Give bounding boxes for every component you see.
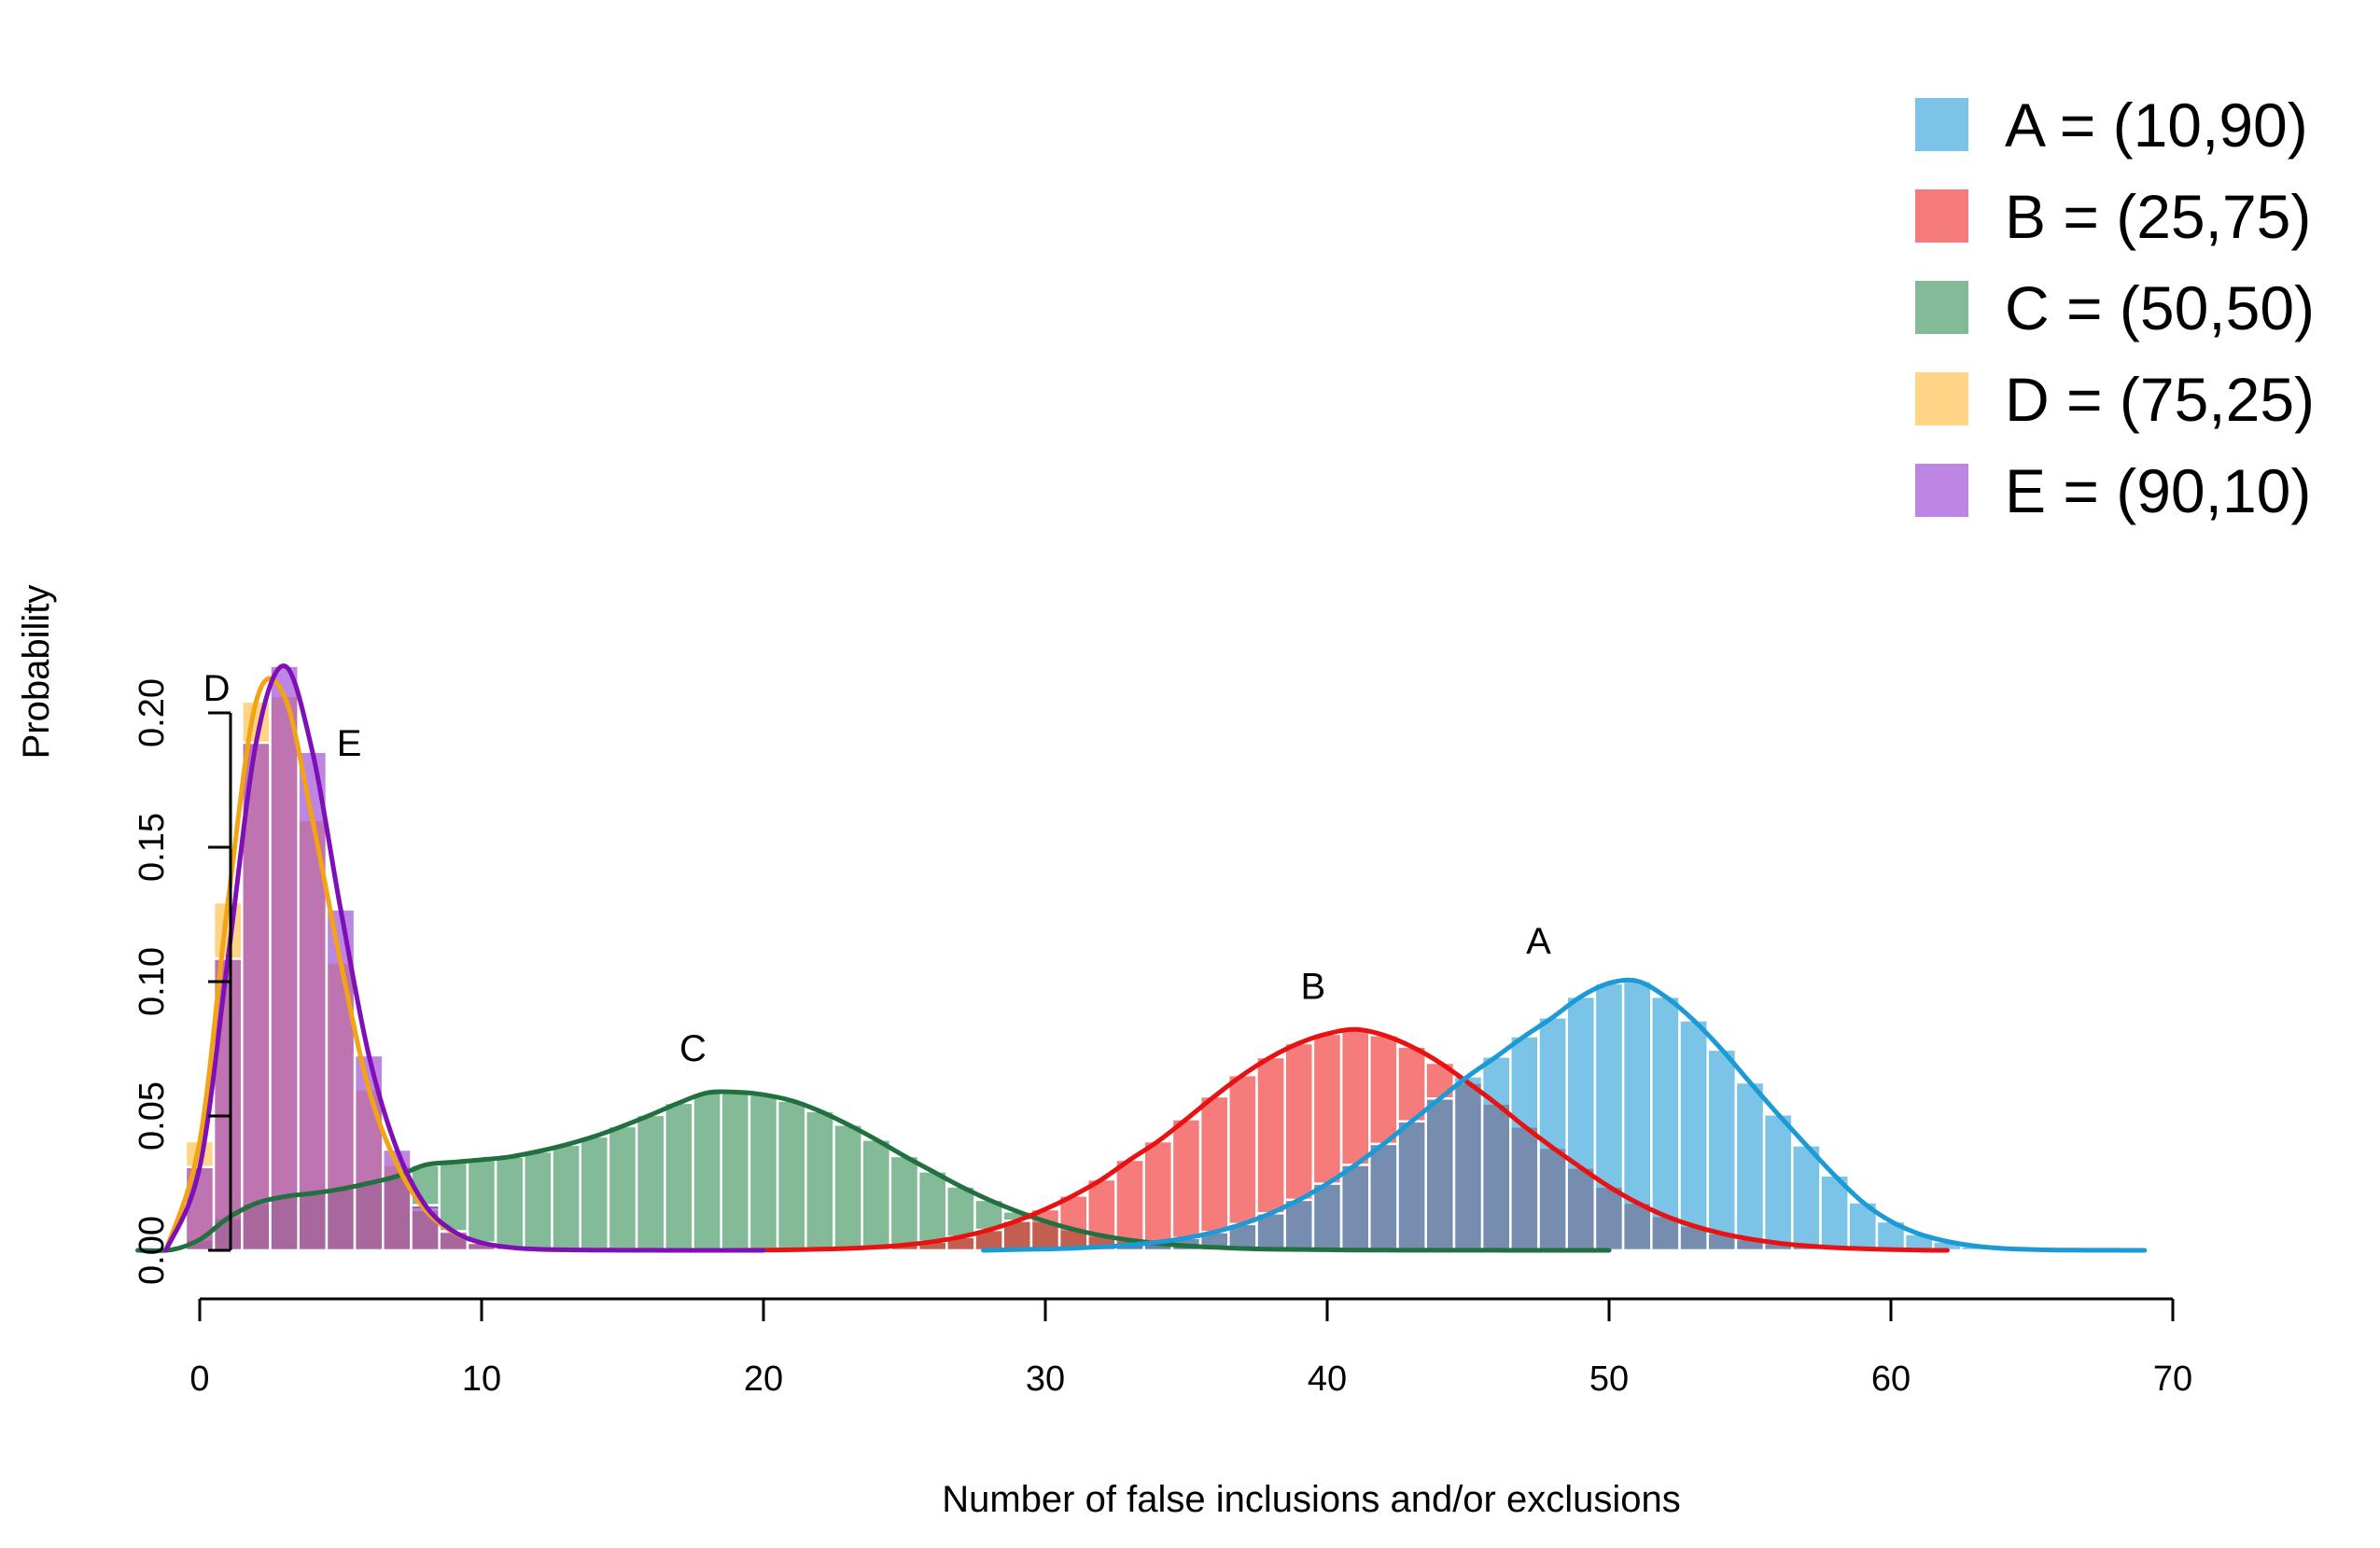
legend: A = (10,90) B = (25,75) C = (50,50) D = (75… [1915,91,2315,525]
bar-b-31 [1057,1193,1089,1252]
bar-a-41 [1339,1164,1371,1252]
series-e-density-line [163,663,766,1253]
y-tick-label-1: 0.05 [133,1081,172,1151]
legend-swatch-a [1915,98,1968,151]
peak-labels: A B C D E [203,668,1551,1069]
legend-swatch-d [1915,372,1968,425]
bar-c-16 [635,1113,666,1252]
bar-c-18 [692,1091,722,1252]
series-b-density-line [727,1026,1950,1253]
x-tick-label-60: 60 [1871,1360,1911,1399]
bar-a-42 [1368,1142,1399,1252]
series-e-bars [184,664,553,1252]
bar-b-34 [1142,1139,1174,1252]
bar-a-39 [1283,1198,1315,1252]
legend-label-d: D = (75,25) [2005,365,2315,434]
x-tick-label-30: 30 [1026,1360,1065,1399]
y-tick-label-4: 0.20 [133,678,172,747]
bar-c-10 [466,1158,497,1252]
bar-c-22 [805,1109,835,1252]
bar-c-17 [664,1101,694,1252]
bar-a-54 [1706,1048,1738,1252]
y-tick-label-3: 0.15 [133,813,172,882]
bar-c-14 [579,1135,610,1252]
x-tick-label-10: 10 [462,1360,501,1399]
series-c-density-line [135,1089,1612,1253]
bar-a-48 [1537,1016,1568,1252]
x-tick-label-20: 20 [744,1360,783,1399]
x-tick-label-50: 50 [1589,1360,1629,1399]
x-tick-label-0: 0 [189,1360,209,1399]
density-curves [135,663,2148,1253]
y-tick-label-2: 0.10 [133,947,172,1016]
bar-a-52 [1650,995,1681,1252]
peak-label-a: A [1526,921,1551,962]
legend-label-c: C = (50,50) [2005,273,2315,342]
peak-label-d: D [203,668,231,709]
bar-a-50 [1593,982,1625,1252]
legend-label-b: B = (25,75) [2005,182,2311,251]
bar-a-53 [1678,1019,1709,1252]
bar-a-47 [1509,1035,1540,1252]
bar-a-56 [1762,1113,1794,1252]
bar-e-4 [297,750,329,1252]
x-axis-title: Number of false inclusions and/or exclus… [942,1479,1681,1520]
bar-e-3 [269,664,300,1252]
legend-swatch-c [1915,281,1968,334]
bar-a-45 [1452,1075,1484,1252]
bar-a-55 [1734,1081,1766,1252]
y-axis-ticks: 0.00 0.05 0.10 0.15 0.20 [133,678,231,1285]
x-tick-label-70: 70 [2153,1360,2192,1399]
peak-label-c: C [679,1028,707,1069]
bar-c-15 [607,1124,638,1252]
bar-c-20 [748,1093,779,1252]
bar-a-57 [1791,1144,1822,1252]
bar-b-35 [1170,1118,1202,1252]
bar-c-13 [551,1143,581,1252]
legend-label-a: A = (10,90) [2005,91,2308,160]
bar-e-2 [241,741,272,1252]
bar-c-19 [720,1091,751,1252]
bar-a-49 [1565,995,1597,1252]
bar-a-40 [1311,1182,1343,1252]
bar-c-11 [494,1155,525,1252]
y-axis-title: Probability [16,585,57,760]
axes: 0 10 20 30 40 50 60 70 0.00 0.05 0.10 0.15 0.20 Num… [16,585,2192,1520]
peak-label-b: B [1301,967,1326,1008]
x-axis-ticks: 0 10 20 30 40 50 60 70 [189,1299,2192,1399]
series-a-density-line [981,977,2148,1253]
legend-swatch-e [1915,464,1968,517]
bar-c-23 [833,1123,863,1252]
legend-swatch-b [1915,189,1968,243]
bar-a-46 [1480,1055,1512,1252]
bar-c-12 [523,1150,553,1252]
bar-a-43 [1396,1120,1427,1252]
x-tick-label-40: 40 [1308,1360,1347,1399]
legend-label-e: E = (90,10) [2005,456,2311,525]
bar-c-21 [776,1099,807,1252]
bar-a-44 [1424,1097,1456,1252]
peak-label-e: E [337,723,362,764]
bar-c-25 [889,1154,920,1252]
y-tick-label-0: 0.00 [133,1216,172,1285]
bar-c-24 [861,1138,892,1252]
